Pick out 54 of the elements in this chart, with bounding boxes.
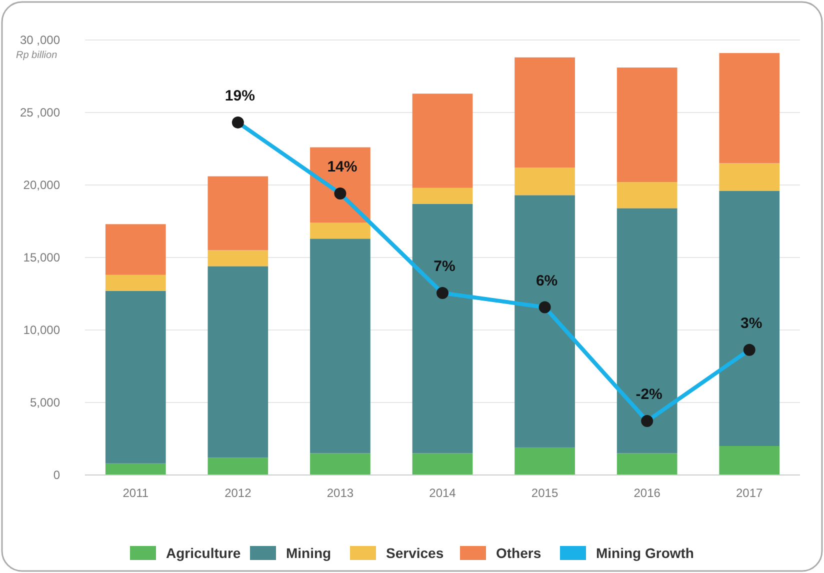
bar: [719, 163, 780, 191]
bar: [719, 53, 780, 164]
x-tick-label: 2011: [122, 486, 149, 500]
x-tick-label: 2013: [326, 486, 354, 500]
bar: [514, 57, 575, 168]
y-tick-label: 15,000: [23, 250, 60, 264]
bar: [616, 208, 678, 454]
bar: [105, 224, 166, 275]
y-axis-title: Rp billion: [16, 50, 58, 61]
bar: [208, 266, 268, 458]
data-label: 3%: [740, 314, 762, 332]
bar: [310, 147, 370, 223]
legend-label: Mining: [286, 545, 332, 561]
bar: [412, 204, 473, 454]
bar: [310, 238, 370, 454]
bar: [616, 182, 678, 208]
y-tick-label: 0: [53, 468, 60, 482]
bar: [514, 447, 575, 475]
y-tick-label: 10,000: [23, 323, 60, 337]
data-label: 14%: [327, 158, 358, 176]
legend-label: Agriculture: [166, 545, 241, 561]
bar: [514, 195, 575, 448]
bar: [310, 453, 370, 475]
x-tick-label: 2014: [429, 486, 456, 500]
bar: [208, 458, 268, 475]
data-label: 6%: [536, 272, 558, 290]
data-label: -2%: [636, 386, 662, 403]
bar: [514, 168, 575, 196]
bar: [105, 274, 166, 291]
x-tick-label: 2017: [736, 486, 764, 500]
data-label: 7%: [434, 258, 456, 276]
y-tick-label: 5,000: [30, 396, 60, 410]
x-tick-label: 2016: [634, 486, 661, 500]
bar: [208, 176, 268, 250]
bar: [208, 250, 268, 266]
bar: [412, 188, 473, 204]
x-tick-label: 2012: [224, 486, 252, 500]
bar: [616, 453, 678, 475]
bar: [310, 222, 370, 239]
bar: [412, 94, 473, 188]
y-tick-label: 30 ,000: [20, 33, 60, 47]
bar: [719, 190, 780, 446]
bar: [719, 446, 780, 475]
data-label: 19%: [224, 87, 255, 104]
y-tick-label: 25 ,000: [20, 106, 60, 120]
x-tick-label: 2015: [531, 486, 558, 500]
bar: [616, 68, 678, 182]
legend-label: Others: [496, 545, 542, 561]
y-tick-label: 20,000: [23, 178, 60, 192]
legend-label: Services: [386, 545, 444, 561]
bar: [105, 463, 166, 475]
legend-label: Mining Growth: [596, 545, 694, 561]
bar: [412, 453, 473, 475]
bar: [105, 290, 166, 464]
